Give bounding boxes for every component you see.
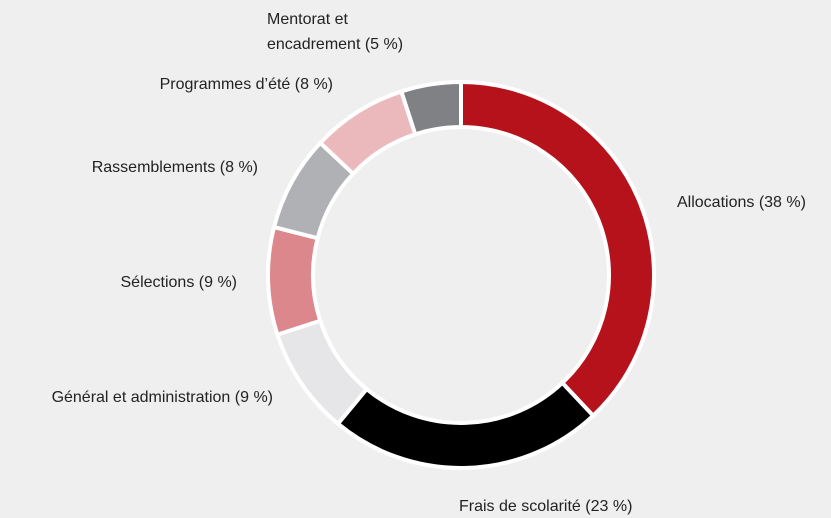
donut-segment xyxy=(398,79,463,137)
donut-segment xyxy=(335,380,596,470)
label-line: Allocations (38 %) xyxy=(677,194,806,211)
label-line: encadrement (5 %) xyxy=(267,36,403,53)
label-line: Sélections (9 %) xyxy=(121,274,238,291)
segment-label: Allocations (38 %) xyxy=(677,194,806,211)
segment-label: Rassemblements (8 %) xyxy=(92,159,258,176)
segment-label: Frais de scolarité (23 %) xyxy=(459,498,632,515)
label-line: Rassemblements (8 %) xyxy=(92,159,258,176)
label-line: Frais de scolarité (23 %) xyxy=(459,498,632,515)
segment-label: Programmes d’été (8 %) xyxy=(160,76,333,93)
donut-segment xyxy=(274,318,370,427)
donut-segment xyxy=(266,224,323,338)
donut-segment xyxy=(459,79,656,419)
segment-label: Général et administration (9 %) xyxy=(52,389,273,406)
label-line: Général et administration (9 %) xyxy=(52,389,273,406)
segment-label: Sélections (9 %) xyxy=(121,274,238,291)
label-line: Programmes d’été (8 %) xyxy=(160,76,333,93)
segment-label: Mentorat et encadrement (5 %) xyxy=(267,11,403,53)
label-line: Mentorat et xyxy=(267,11,348,28)
